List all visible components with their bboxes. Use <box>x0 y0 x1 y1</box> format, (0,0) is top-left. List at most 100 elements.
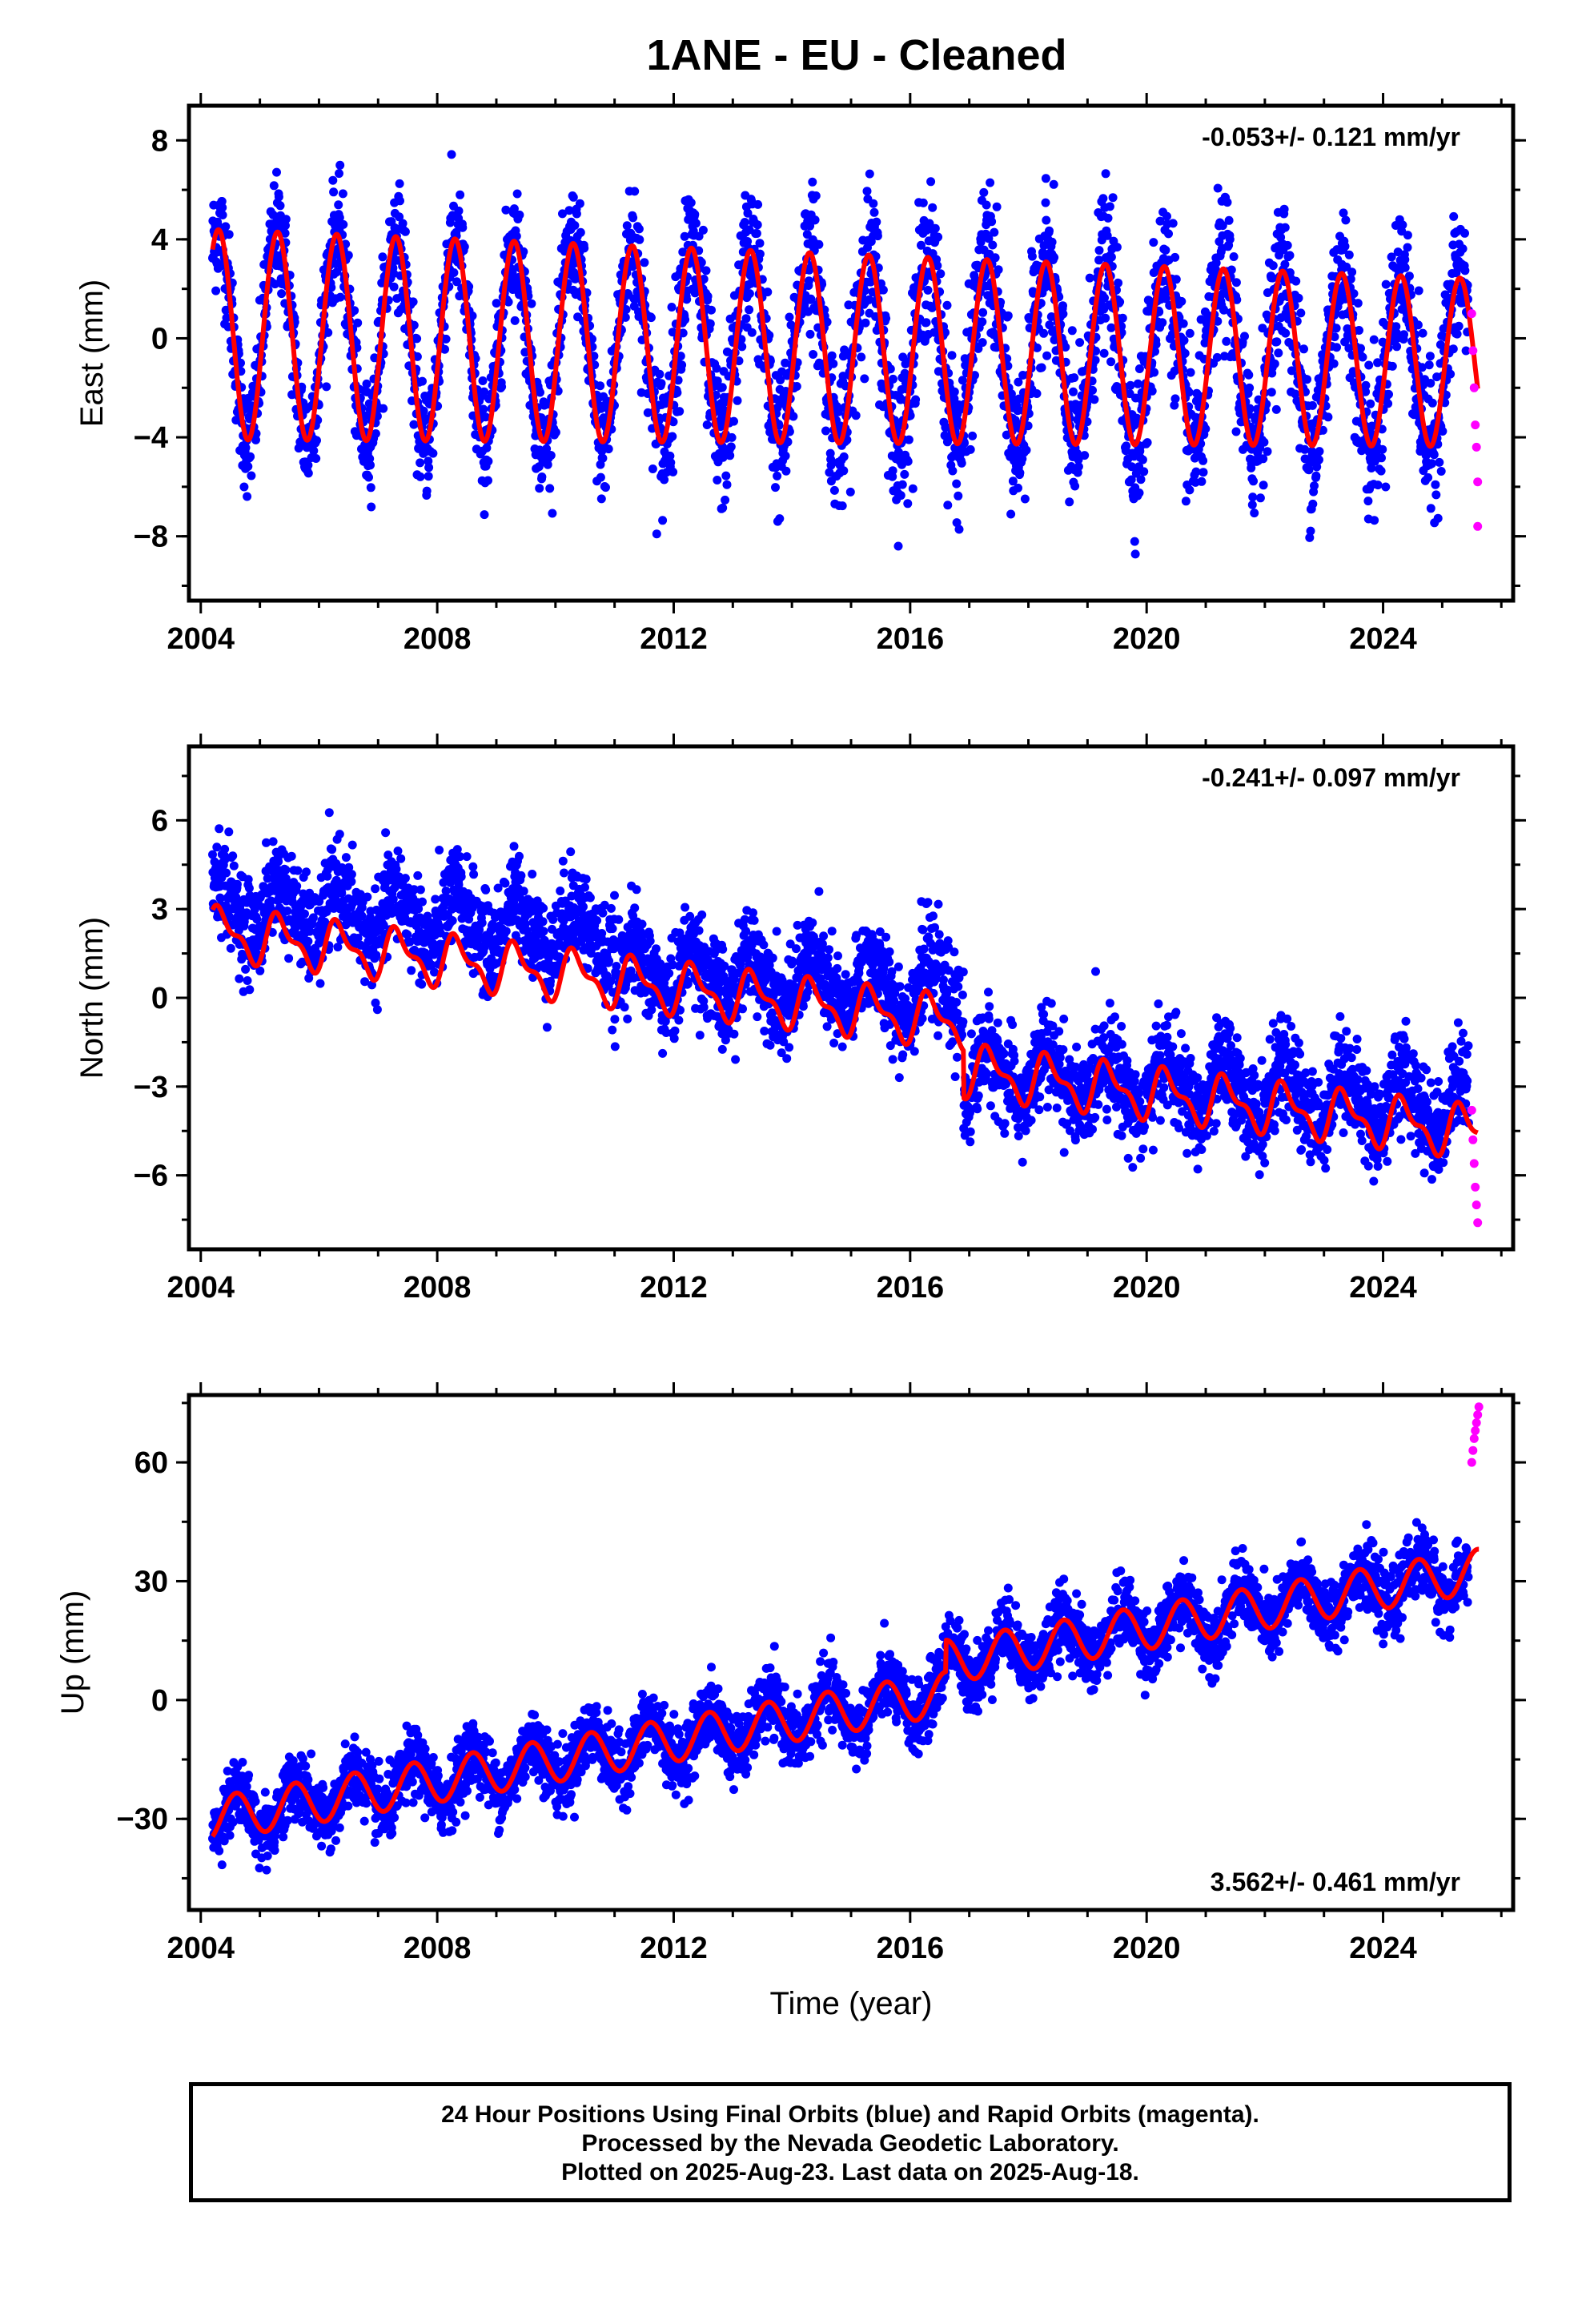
final-orbit-point <box>773 471 782 480</box>
final-orbit-point <box>542 400 552 409</box>
final-orbit-point <box>480 387 489 396</box>
final-orbit-point <box>1218 221 1227 231</box>
final-orbit-point <box>1134 364 1144 373</box>
final-orbit-point <box>675 407 685 416</box>
final-orbit-point <box>1340 242 1350 251</box>
final-orbit-point <box>1105 202 1114 211</box>
final-orbit-point <box>885 364 895 374</box>
final-orbit-point <box>1339 208 1348 218</box>
final-orbit-point <box>372 1005 382 1015</box>
final-orbit-point <box>1115 297 1125 307</box>
final-orbit-point <box>1259 480 1268 490</box>
final-orbit-point <box>492 299 501 308</box>
final-orbit-point <box>713 476 722 485</box>
final-orbit-point <box>287 390 297 400</box>
final-orbit-point <box>360 977 370 987</box>
final-orbit-point <box>224 827 234 837</box>
final-orbit-point <box>462 852 472 862</box>
final-orbit-point <box>604 444 613 454</box>
final-orbit-point <box>1429 450 1439 460</box>
final-orbit-point <box>395 212 404 222</box>
final-orbit-point <box>481 412 491 422</box>
final-orbit-point <box>447 150 456 159</box>
final-orbit-point <box>1003 311 1013 320</box>
y-tick-label: 0 <box>151 322 168 356</box>
final-orbit-point <box>837 501 847 511</box>
final-orbit-point <box>335 830 344 839</box>
final-orbit-point <box>329 187 339 197</box>
final-orbit-point <box>947 351 957 360</box>
final-orbit-point <box>308 913 318 923</box>
final-orbit-point <box>1438 427 1447 436</box>
final-orbit-point <box>510 316 520 325</box>
final-orbit-point <box>335 169 343 179</box>
final-orbit-point <box>269 181 279 191</box>
final-orbit-point <box>1065 497 1074 507</box>
final-orbit-point <box>635 235 644 244</box>
x-tick-label: 2020 <box>1113 622 1181 656</box>
final-orbit-point <box>1344 344 1354 353</box>
final-orbit-point <box>1138 455 1147 464</box>
final-orbit-point <box>1100 293 1109 303</box>
final-orbit-point <box>441 887 451 895</box>
final-orbit-point <box>333 943 343 952</box>
final-orbit-point <box>1381 279 1391 289</box>
final-orbit-point <box>516 870 526 880</box>
final-orbit-point <box>208 850 217 859</box>
final-orbit-point <box>717 383 727 392</box>
final-orbit-point <box>676 352 685 361</box>
final-orbit-point <box>713 376 722 386</box>
final-orbit-point <box>1046 312 1056 321</box>
final-orbit-point <box>634 224 644 234</box>
final-orbit-point <box>1381 482 1391 492</box>
final-orbit-point <box>335 292 345 302</box>
final-orbit-point <box>1366 399 1375 408</box>
final-orbit-point <box>698 225 708 235</box>
final-orbit-point <box>1232 295 1242 304</box>
final-orbit-point <box>1184 388 1194 397</box>
final-orbit-point <box>335 160 345 170</box>
final-orbit-point <box>596 381 605 391</box>
final-orbit-point <box>933 261 942 271</box>
final-orbit-point <box>1178 319 1188 328</box>
final-orbit-point <box>673 376 683 385</box>
final-orbit-point <box>658 516 668 525</box>
final-orbit-point <box>343 251 353 260</box>
final-orbit-point <box>363 892 372 902</box>
final-orbit-point <box>302 867 311 877</box>
final-orbit-point <box>246 452 255 461</box>
final-orbit-point <box>1291 276 1301 286</box>
final-orbit-points-north <box>208 808 1473 1186</box>
plot-area-north <box>208 808 1483 1228</box>
final-orbit-point <box>389 282 399 292</box>
final-orbit-point <box>1332 343 1341 352</box>
final-orbit-point <box>743 237 753 246</box>
final-orbit-point <box>1349 289 1359 299</box>
final-orbit-point <box>1268 261 1278 271</box>
final-orbit-point <box>1108 193 1118 203</box>
final-orbit-point <box>845 487 855 497</box>
final-orbit-point <box>400 874 410 883</box>
final-orbit-point <box>353 934 363 943</box>
final-orbit-point <box>804 276 813 286</box>
final-orbit-point <box>888 466 897 476</box>
final-orbit-point <box>785 312 794 322</box>
final-orbit-point <box>1271 404 1281 414</box>
final-orbit-point <box>966 444 975 454</box>
final-orbit-point <box>678 328 688 338</box>
final-orbit-point <box>501 927 511 936</box>
final-orbit-point <box>936 269 946 279</box>
final-orbit-point <box>908 484 917 493</box>
final-orbit-point <box>1452 329 1462 339</box>
final-orbit-point <box>1361 380 1371 390</box>
final-orbit-point <box>970 275 980 284</box>
final-orbit-point <box>229 861 239 870</box>
final-orbit-point <box>873 231 882 241</box>
final-orbit-point <box>705 319 715 328</box>
final-orbit-point <box>682 295 692 304</box>
final-orbit-point <box>783 437 793 447</box>
final-orbit-point <box>1171 275 1181 284</box>
final-orbit-point <box>580 243 589 253</box>
